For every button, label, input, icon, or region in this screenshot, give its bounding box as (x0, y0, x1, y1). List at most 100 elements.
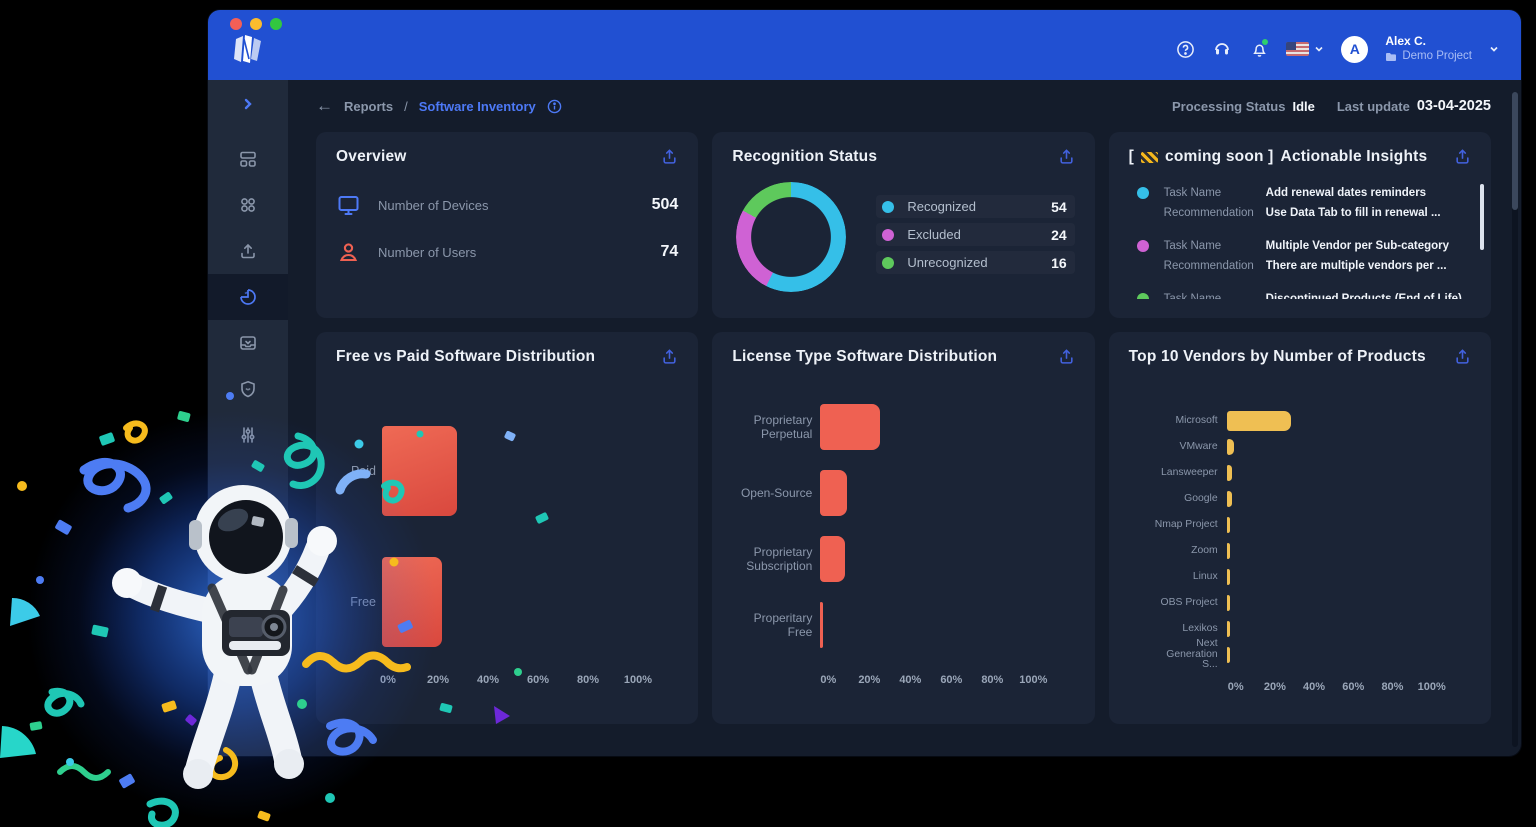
bar-lexikos[interactable] (1226, 621, 1230, 637)
bar-properitary-free[interactable] (820, 602, 824, 648)
insights-scrollbar[interactable] (1480, 184, 1484, 250)
bar-row: Proprietary Perpetual (732, 394, 1074, 460)
export-icon[interactable] (1454, 148, 1471, 170)
bar-label: VMware (1179, 440, 1218, 452)
processing-status-value: Idle (1292, 98, 1315, 114)
insight-dot (1136, 187, 1149, 199)
bar-row: VMware (1129, 434, 1471, 460)
insight-dot (1136, 240, 1149, 252)
us-flag-icon (1286, 42, 1310, 56)
legend-dot (882, 256, 895, 269)
bar-row-free: Free (336, 557, 678, 647)
top-vendors-card: Top 10 Vendors by Number of Products Mic… (1108, 332, 1491, 724)
support-headset-icon[interactable] (1212, 39, 1232, 59)
bar-label: Next Generation S... (1166, 637, 1218, 671)
breadcrumb-current: Software Inventory (418, 98, 536, 114)
sidebar-item-filters[interactable] (208, 412, 288, 458)
legend-row: Unrecognized 16 (876, 251, 1074, 274)
bar-label: Microsoft (1175, 414, 1218, 426)
notification-badge (1262, 39, 1269, 45)
bar-open-source[interactable] (820, 470, 847, 516)
titlebar: A Alex C. Demo Project (208, 10, 1521, 80)
metric-devices: Number of Devices 504 (336, 193, 678, 217)
chevron-down-icon[interactable] (1489, 44, 1499, 54)
license-type-card: License Type Software Distribution Propr… (712, 332, 1095, 724)
bar-proprietary-subscription[interactable] (820, 536, 845, 582)
app-logo (234, 35, 261, 63)
breadcrumb: ← Reports / Software Inventory (316, 96, 562, 116)
bar-obs-project[interactable] (1226, 595, 1230, 611)
bar-paid[interactable] (382, 426, 457, 516)
bar-zoom[interactable] (1226, 543, 1230, 559)
export-icon[interactable] (1058, 348, 1075, 370)
breadcrumb-reports[interactable]: Reports (344, 98, 394, 114)
processing-status-label: Processing Status (1172, 98, 1286, 114)
scrollbar-thumb[interactable] (1512, 92, 1518, 210)
monitor-icon (338, 196, 359, 215)
help-icon[interactable] (1175, 39, 1195, 59)
toolbar: ← Reports / Software Inventory Processin… (316, 90, 1491, 122)
export-icon[interactable] (1454, 348, 1471, 370)
bar-google[interactable] (1226, 491, 1232, 507)
recognition-status-card: Recognition Status Recognized (712, 132, 1095, 318)
bar-proprietary-perpetual[interactable] (820, 404, 880, 450)
breadcrumb-separator: / (404, 98, 408, 114)
bar-label: Proprietary Subscription (746, 545, 813, 573)
insights-list[interactable]: Task Name Add renewal dates reminders Rec… (1129, 183, 1471, 299)
construction-barrier-icon (1141, 151, 1159, 163)
bar-row: Linux (1129, 564, 1471, 590)
bar-row: Properitary Free (732, 592, 1074, 658)
bar-row: Zoom (1129, 538, 1471, 564)
info-icon[interactable] (547, 99, 562, 114)
bar-label: Open-Source (740, 486, 813, 500)
close-button[interactable] (230, 18, 242, 30)
notifications-bell-icon[interactable] (1249, 39, 1269, 59)
avatar[interactable]: A (1341, 35, 1369, 63)
back-button[interactable]: ← (316, 96, 333, 115)
maximize-button[interactable] (270, 18, 282, 30)
sidebar-item-apps[interactable] (208, 182, 288, 228)
export-icon[interactable] (1058, 148, 1075, 170)
window-scrollbar[interactable] (1512, 92, 1518, 747)
minimize-button[interactable] (250, 18, 262, 30)
x-axis: 0% 20% 40% 60% 80% 100% (1227, 681, 1446, 693)
bar-vmware[interactable] (1226, 439, 1234, 455)
sidebar-item-security[interactable] (208, 366, 288, 412)
bar-label: Proprietary Perpetual (753, 413, 813, 441)
user-menu[interactable]: Alex C. Demo Project (1385, 35, 1472, 63)
bar-label: Properitary Free (753, 611, 813, 639)
bar-microsoft[interactable] (1226, 411, 1292, 431)
bar-label: Zoom (1191, 544, 1218, 556)
sidebar (208, 80, 288, 756)
bar-lansweeper[interactable] (1226, 465, 1232, 481)
chevron-down-icon (1315, 46, 1323, 52)
top-vendors-chart: Microsoft VMware Lansweeper Google Nmap … (1129, 408, 1471, 671)
sidebar-item-reports[interactable] (208, 274, 288, 320)
legend-label: Excluded (907, 227, 961, 242)
sidebar-item-upload[interactable] (208, 228, 288, 274)
bar-label: Google (1184, 492, 1218, 504)
legend-dot (882, 228, 895, 241)
bar-row: OBS Project (1129, 590, 1471, 616)
legend-label: Unrecognized (907, 255, 988, 270)
sidebar-item-inbox[interactable] (208, 320, 288, 366)
bar-next-generation[interactable] (1226, 647, 1230, 663)
license-type-chart: Proprietary Perpetual Open-Source Propri… (732, 394, 1074, 658)
export-icon[interactable] (661, 148, 678, 170)
insight-item: Task Name Multiple Vendor per Sub-categor… (1136, 236, 1471, 276)
cards-grid: Overview Number of Devices 504 (316, 132, 1491, 724)
language-selector[interactable] (1286, 39, 1324, 59)
bar-linux[interactable] (1226, 569, 1230, 585)
metric-value: 74 (660, 243, 679, 260)
legend-value: 24 (1051, 226, 1067, 243)
bar-nmap-project[interactable] (1226, 517, 1230, 533)
export-icon[interactable] (661, 348, 678, 370)
sidebar-item-dashboard[interactable] (208, 136, 288, 182)
bar-label: OBS Project (1160, 596, 1218, 608)
bar-row: Open-Source (732, 460, 1074, 526)
free-vs-paid-title: Free vs Paid Software Distribution (336, 348, 596, 365)
bar-free[interactable] (382, 557, 442, 647)
last-update-value: 03-04-2025 (1416, 98, 1491, 114)
insight-item: Task Name Discontinued Products (End of L… (1136, 289, 1471, 299)
sidebar-expand-button[interactable] (241, 92, 255, 116)
